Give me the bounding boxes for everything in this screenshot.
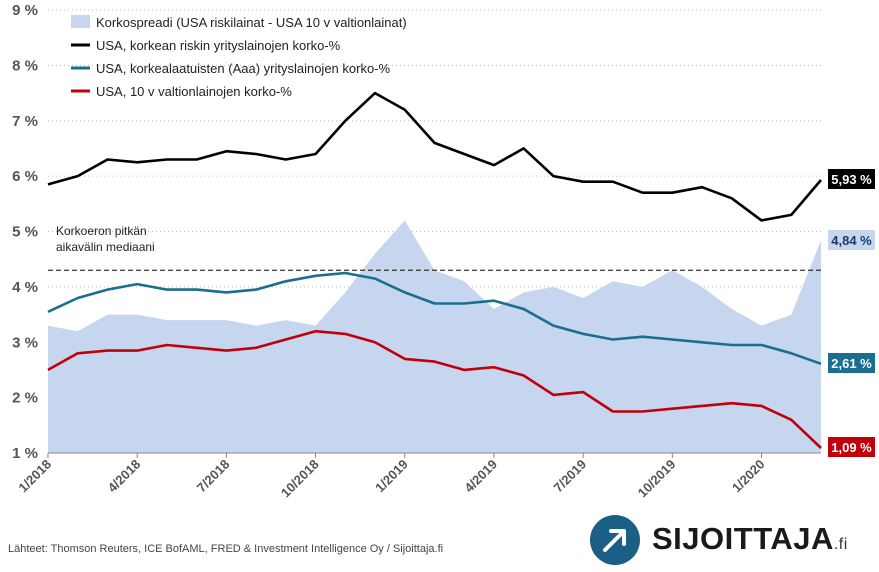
y-tick-label: 3 %	[12, 334, 38, 351]
median-note-line2: aikavälin mediaani	[56, 240, 155, 254]
logo-suffix: .fi	[833, 536, 848, 553]
x-tick-label: 10/2018	[278, 457, 322, 501]
logo: SIJOITTAJA.fi	[590, 515, 870, 567]
arrow-up-right-icon	[590, 515, 640, 565]
legend-label-high_yield: USA, korkean riskin yrityslainojen korko…	[96, 38, 341, 53]
y-tick-label: 9 %	[12, 2, 38, 19]
lines-layer	[47, 91, 822, 449]
x-tick-label: 7/2019	[551, 457, 590, 496]
source-text: Lähteet: Thomson Reuters, ICE BofAML, FR…	[8, 543, 444, 555]
end-label-box-aaa	[828, 353, 875, 373]
area-layer	[48, 220, 821, 453]
y-tick-label: 8 %	[12, 57, 38, 74]
end-label-box-spread	[828, 230, 875, 250]
series-spread-area	[48, 220, 821, 453]
x-tick-label: 4/2019	[461, 457, 500, 496]
median-note: Korkoeron pitkän aikavälin mediaani	[56, 224, 155, 254]
end-label-high_yield: 5,93 %	[831, 172, 872, 187]
x-tick-label: 4/2018	[105, 457, 144, 496]
x-tick-label: 7/2018	[194, 457, 233, 496]
series-treasury-line	[47, 329, 822, 449]
median-note-line1: Korkoeron pitkän	[56, 224, 147, 238]
y-tick-label: 6 %	[12, 168, 38, 185]
legend-label-spread: Korkospreadi (USA riskilainat - USA 10 v…	[96, 15, 407, 30]
y-tick-label: 7 %	[12, 113, 38, 130]
x-tick-label: 1/2018	[15, 457, 54, 496]
logo-wordmark: SIJOITTAJA.fi	[652, 521, 848, 557]
series-high_yield-line	[47, 91, 822, 222]
end-label-box-treasury	[828, 437, 875, 457]
chart: 1 % 2 % 3 % 4 % 5 % 6 % 7 % 8 % 9 % 1/2018 4/2018 7…	[12, 2, 875, 501]
legend: Korkospreadi (USA riskilainat - USA 10 v…	[71, 15, 407, 99]
y-tick-label: 5 %	[12, 224, 38, 241]
legend-swatch-spread	[71, 15, 90, 28]
x-tick-label: 1/2020	[729, 457, 768, 496]
y-tick-label: 4 %	[12, 279, 38, 296]
end-label-box-high_yield	[828, 169, 875, 189]
y-tick-label: 2 %	[12, 390, 38, 407]
end-label-spread: 4,84 %	[831, 233, 872, 248]
y-tick-label: 1 %	[12, 445, 38, 462]
end-label-aaa: 2,61 %	[831, 356, 872, 371]
series-aaa-line	[47, 271, 822, 366]
logo-word: SIJOITTAJA	[652, 521, 834, 556]
legend-label-treasury: USA, 10 v valtionlainojen korko-%	[96, 84, 292, 99]
legend-label-aaa: USA, korkealaatuisten (Aaa) yrityslainoj…	[96, 61, 391, 76]
x-tick-label: 1/2019	[372, 457, 411, 496]
x-tick-label: 10/2019	[635, 457, 679, 501]
end-labels: 5,93 % 4,84 % 2,61 % 1,09 %	[828, 169, 875, 457]
end-label-treasury: 1,09 %	[831, 440, 872, 455]
